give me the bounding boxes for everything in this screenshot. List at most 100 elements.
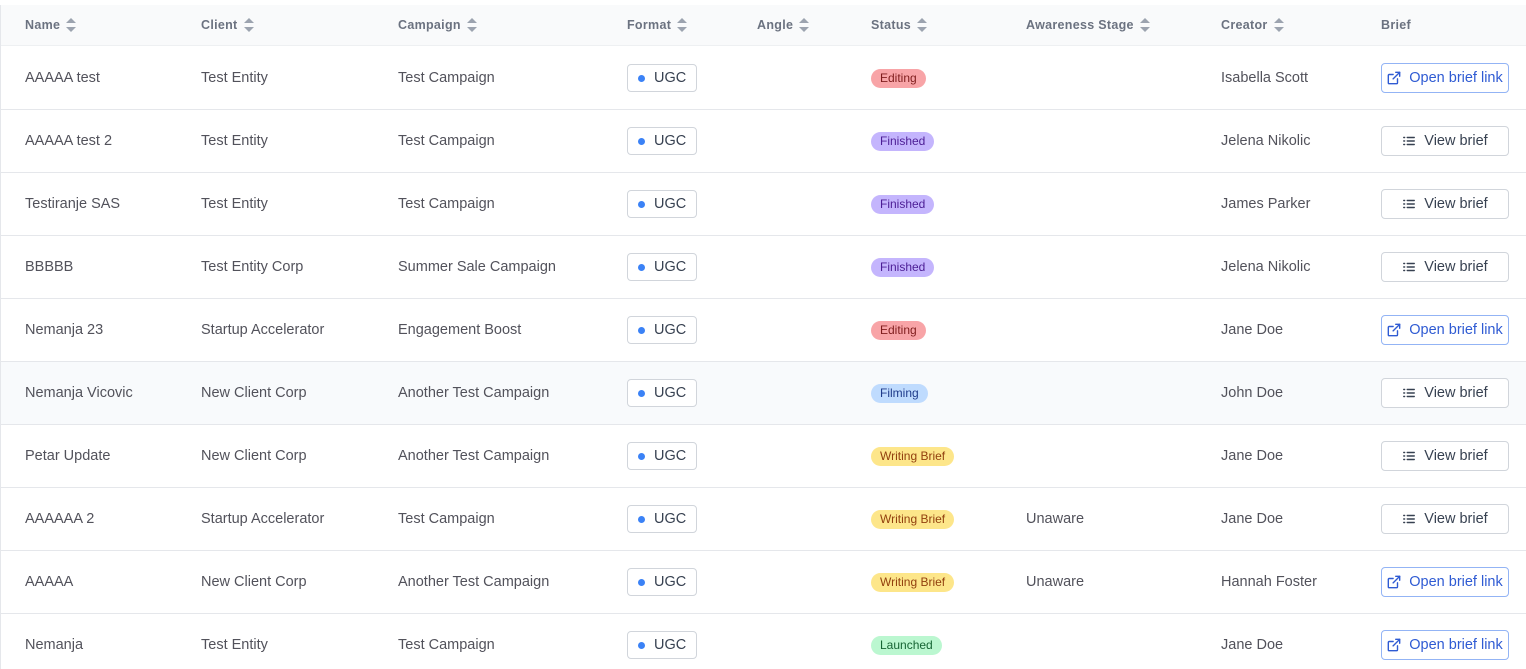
column-header-creator[interactable]: Creator [1221,5,1284,45]
column-header-format[interactable]: Format [627,5,688,45]
row-client: Startup Accelerator [201,511,325,527]
cell-status: Filming [871,362,928,424]
cell-creator: Isabella Scott [1221,47,1308,109]
brief-button-label: View brief [1424,448,1488,464]
column-header-awareness-stage[interactable]: Awareness Stage [1026,5,1150,45]
sort-icon[interactable] [917,18,928,32]
table-row[interactable]: AAAAAA 2 Startup Accelerator Test Campaign… [1,488,1526,551]
format-label: UGC [654,448,687,464]
open-brief-link-button[interactable]: Open brief link [1381,567,1509,597]
cell-awareness-stage: Unaware [1026,488,1084,550]
table-row[interactable]: Nemanja Vicovic New Client Corp Another Te… [1,362,1526,425]
cell-client: Startup Accelerator [201,299,324,361]
table-row[interactable]: Testiranje SAS Test Entity Test Campaign UG… [1,173,1526,236]
format-dot-icon [638,263,645,271]
column-header-client[interactable]: Client [201,5,254,45]
cell-campaign: Engagement Boost [398,299,521,361]
cell-creator: John Doe [1221,362,1283,424]
column-header-angle[interactable]: Angle [757,5,810,45]
cell-campaign: Another Test Campaign [398,551,549,613]
table-row[interactable]: AAAAA test Test Entity Test Campaign UGC Edi… [1,47,1526,110]
external-link-icon [1387,638,1401,652]
sort-icon[interactable] [466,18,477,32]
row-creator: Jane Doe [1221,637,1284,653]
status-badge[interactable]: Editing [871,68,926,88]
cell-name: BBBBB [25,236,73,298]
format-dot-icon [638,389,645,397]
cell-status: Finished [871,236,935,298]
brief-button-label: Open brief link [1409,574,1503,590]
table-row[interactable]: AAAAA test 2 Test Entity Test Campaign UGC F… [1,110,1526,173]
format-chip[interactable]: UGC [627,127,698,155]
column-header-label: Format [627,18,672,32]
row-name: Testiranje SAS [25,196,121,212]
cell-creator: Jane Doe [1221,299,1283,361]
table-row[interactable]: Petar Update New Client Corp Another Test … [1,425,1526,488]
column-header-label: Name [25,18,61,32]
view-brief-button[interactable]: View brief [1381,504,1509,534]
column-header-brief: Brief [1381,5,1411,45]
format-chip[interactable]: UGC [627,379,698,407]
view-brief-button[interactable]: View brief [1381,126,1509,156]
view-brief-button[interactable]: View brief [1381,252,1509,282]
sort-icon[interactable] [799,18,810,32]
sort-icon[interactable] [1139,18,1150,32]
cell-creator: Jane Doe [1221,614,1283,669]
table-row[interactable]: Nemanja Test Entity Test Campaign UGC Launch… [1,614,1526,669]
row-name: AAAAA [25,574,74,590]
status-badge[interactable]: Launched [871,635,942,655]
view-brief-button[interactable]: View brief [1381,441,1509,471]
sort-icon[interactable] [1273,18,1284,32]
external-link-icon [1387,71,1401,85]
cell-client: Test Entity [201,173,268,235]
cell-format: UGC [627,299,698,361]
column-header-status[interactable]: Status [871,5,928,45]
format-chip[interactable]: UGC [627,568,698,596]
sort-icon[interactable] [677,18,688,32]
format-label: UGC [654,133,687,149]
format-dot-icon [638,515,645,523]
format-chip[interactable]: UGC [627,190,698,218]
status-badge[interactable]: Writing Brief [871,509,955,529]
cell-creator: James Parker [1221,173,1310,235]
brief-button-label: View brief [1424,196,1488,212]
cell-brief: View brief [1381,362,1509,424]
status-badge[interactable]: Writing Brief [871,446,955,466]
format-chip[interactable]: UGC [627,505,698,533]
row-campaign: Summer Sale Campaign [398,259,556,275]
row-name: AAAAAA 2 [25,511,95,527]
cell-brief: Open brief link [1381,47,1509,109]
column-header-campaign[interactable]: Campaign [398,5,477,45]
status-badge[interactable]: Filming [871,383,928,403]
format-chip[interactable]: UGC [627,631,698,659]
open-brief-link-button[interactable]: Open brief link [1381,63,1509,93]
format-chip[interactable]: UGC [627,316,698,344]
format-chip[interactable]: UGC [627,253,698,281]
table-row[interactable]: BBBBB Test Entity Corp Summer Sale Campaig… [1,236,1526,299]
table-row[interactable]: AAAAA New Client Corp Another Test Campaig… [1,551,1526,614]
external-link-icon [1387,575,1401,589]
status-badge[interactable]: Finished [871,131,935,151]
status-badge[interactable]: Finished [871,257,935,277]
status-badge[interactable]: Writing Brief [871,572,955,592]
table-row[interactable]: Nemanja 23 Startup Accelerator Engagement … [1,299,1526,362]
view-brief-button[interactable]: View brief [1381,189,1509,219]
format-chip[interactable]: UGC [627,64,698,92]
cell-name: AAAAA test [25,47,100,109]
status-badge[interactable]: Finished [871,194,935,214]
list-icon [1402,512,1416,526]
view-brief-button[interactable]: View brief [1381,378,1509,408]
sort-icon[interactable] [243,18,254,32]
cell-campaign: Summer Sale Campaign [398,236,556,298]
cell-creator: Jelena Nikolic [1221,236,1310,298]
format-chip[interactable]: UGC [627,442,698,470]
status-badge[interactable]: Editing [871,320,926,340]
cell-creator: Jane Doe [1221,425,1283,487]
cell-format: UGC [627,362,698,424]
column-header-name[interactable]: Name [25,5,77,45]
cell-brief: Open brief link [1381,551,1509,613]
open-brief-link-button[interactable]: Open brief link [1381,315,1509,345]
open-brief-link-button[interactable]: Open brief link [1381,630,1509,660]
row-creator: Jelena Nikolic [1221,259,1311,275]
sort-icon[interactable] [66,18,77,32]
